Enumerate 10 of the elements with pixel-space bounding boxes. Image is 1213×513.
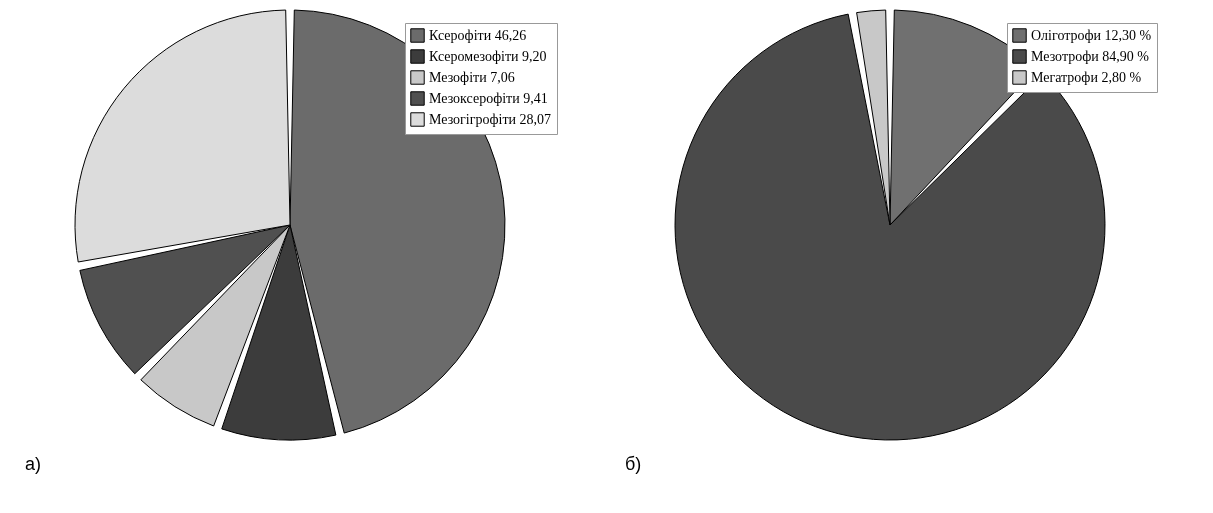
legend-label: Оліготрофи 12,30 % [1031, 27, 1152, 43]
legend-label: Мезоксерофіти 9,41 [429, 90, 548, 106]
text: а) [25, 454, 42, 474]
legend-label: Мегатрофи 2,80 % [1031, 69, 1142, 85]
legend-label: Мезотрофи 84,90 % [1031, 48, 1150, 64]
legend-label: Мезогігрофіти 28,07 [429, 111, 552, 127]
text: б) [625, 454, 642, 474]
legend-label: Ксерофіти 46,26 [429, 27, 527, 43]
legend-label: Ксеромезофіти 9,20 [429, 48, 547, 64]
legend-label: Мезофіти 7,06 [429, 69, 515, 85]
